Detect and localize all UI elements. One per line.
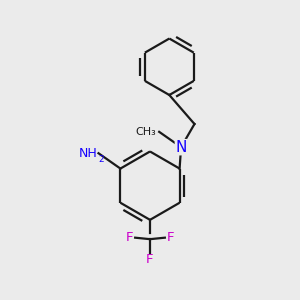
Text: F: F [167,231,175,244]
Text: F: F [125,231,133,244]
Text: NH: NH [78,147,97,160]
Text: F: F [146,253,154,266]
Text: CH₃: CH₃ [136,127,156,137]
Text: N: N [176,140,187,155]
Text: 2: 2 [98,155,103,164]
